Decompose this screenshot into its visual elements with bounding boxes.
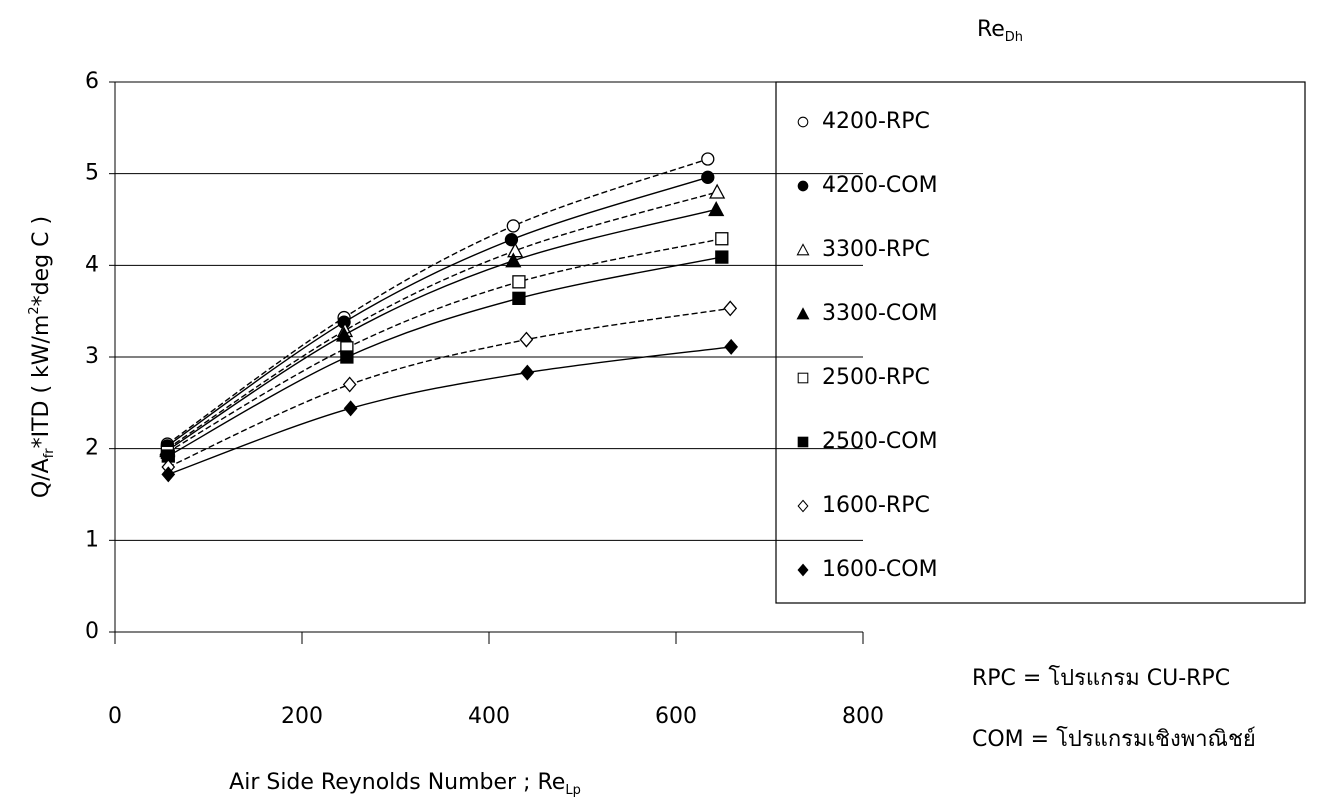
series-line [168, 346, 732, 475]
data-point [343, 400, 358, 417]
data-point [342, 376, 357, 393]
legend-marker [796, 307, 810, 320]
y-tick-label: 6 [85, 69, 99, 94]
legend-title-part: Dh [1005, 30, 1023, 45]
data-point [512, 291, 526, 305]
legend-label: 1600-RPC [822, 493, 930, 518]
series-line [166, 176, 709, 447]
data-point [335, 326, 353, 342]
x-axis-label: Air Side Reynolds Number ; ReLp [229, 770, 581, 798]
legend-label: 2500-RPC [822, 365, 930, 390]
legend-label: 3300-COM [822, 301, 938, 326]
legend-marker [797, 499, 809, 513]
x-axis-label-part: Lp [565, 783, 581, 798]
data-point [505, 252, 522, 268]
y-axis-label-part: Q/A [29, 458, 54, 498]
legend-box [775, 81, 1306, 604]
y-axis-label-part: *deg C ) [29, 216, 54, 306]
series-line [167, 238, 722, 453]
x-tick-label: 200 [281, 704, 323, 729]
y-axis-label-part: *ITD ( kW/m [29, 315, 54, 449]
data-point [701, 152, 715, 166]
y-axis-label: Q/Afr*ITD ( kW/m2*deg C ) [27, 216, 57, 498]
data-point [512, 275, 526, 289]
legend-marker [796, 243, 810, 256]
y-tick-label: 0 [85, 619, 99, 644]
data-point [708, 201, 725, 217]
y-tick-label: 4 [85, 252, 99, 277]
series-line [166, 208, 717, 452]
data-point [506, 219, 520, 233]
legend-label: 1600-COM [822, 557, 938, 582]
data-point [519, 331, 534, 348]
x-tick-label: 400 [468, 704, 510, 729]
series-line [166, 158, 709, 445]
data-point [715, 250, 729, 264]
legend-label: 2500-COM [822, 429, 938, 454]
data-point [340, 350, 354, 364]
series-line [166, 191, 718, 450]
legend-marker [797, 563, 809, 577]
data-point [724, 338, 739, 355]
y-tick-label: 5 [85, 161, 99, 186]
y-axis-label-part: 2 [27, 306, 42, 314]
legend-label: 4200-COM [822, 173, 938, 198]
y-tick-label: 1 [85, 527, 99, 552]
note: RPC = โปรแกรม CU-RPC [972, 665, 1230, 691]
legend-marker [797, 180, 809, 192]
data-point [504, 233, 519, 247]
legend-marker [797, 372, 809, 384]
data-point [520, 364, 535, 381]
y-tick-label: 2 [85, 436, 99, 461]
y-tick-label: 3 [85, 344, 99, 369]
x-axis-label-part: Air Side Reynolds Number ; Re [229, 770, 565, 795]
legend-title: ReDh [977, 17, 1023, 45]
x-tick-label: 0 [108, 704, 122, 729]
legend-marker [797, 116, 809, 128]
legend-marker [797, 436, 809, 448]
data-point [161, 466, 176, 483]
series-line [167, 256, 722, 457]
data-point [701, 170, 715, 184]
data-point [723, 300, 738, 317]
data-point [715, 232, 729, 246]
legend-label: 4200-RPC [822, 109, 930, 134]
legend-label: 3300-RPC [822, 237, 930, 262]
legend-title-part: Re [977, 17, 1005, 42]
x-tick-label: 800 [842, 704, 884, 729]
data-point [709, 183, 726, 199]
y-axis-label-part: fr [42, 448, 57, 459]
x-tick-label: 600 [655, 704, 697, 729]
note: COM = โปรแกรมเชิงพาณิชย์ [972, 726, 1256, 752]
series-line [168, 307, 731, 468]
